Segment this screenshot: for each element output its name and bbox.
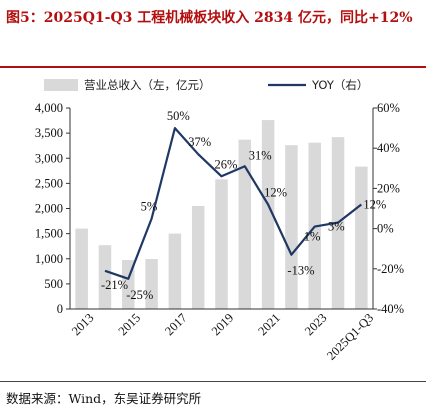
legend-swatch-revenue (44, 79, 78, 91)
revenue-bar-2016 (145, 259, 158, 309)
source-note: 数据来源：Wind，东吴证券研究所 (6, 391, 202, 406)
left-tick-label: 2,000 (35, 202, 63, 216)
right-tick-label: -40% (377, 302, 404, 316)
revenue-bar-2013 (75, 228, 88, 309)
legend-label-yoy: YOY（右） (311, 78, 368, 92)
data-labels: -21%-25% 5% 50% 37% 26% 31% 12% -13% 1% 3% 12% (101, 109, 386, 302)
yoy-data-label-2014: -21% (101, 278, 128, 292)
revenue-bar-2017 (168, 233, 182, 309)
yoy-data-label-2023: 1% (304, 230, 321, 244)
x-tick-label: 2013 (69, 311, 97, 339)
revenue-bar-2022 (285, 145, 298, 309)
yoy-data-label-2025Q1-Q3: 12% (363, 197, 386, 211)
x-tick-label: 2015 (116, 311, 144, 339)
legend: 营业总收入（左，亿元） YOY（右） (44, 78, 368, 92)
revenue-bar-2019 (215, 179, 228, 309)
revenue-bar-2014 (98, 245, 112, 309)
yoy-data-label-2019: 26% (215, 157, 238, 171)
yoy-data-label-2015: -25% (126, 288, 153, 302)
right-tick-label: 40% (377, 141, 400, 155)
yoy-data-label-2021: 12% (264, 185, 287, 199)
x-tick-label: 2019 (209, 311, 237, 339)
right-tick-label: -20% (377, 262, 404, 276)
footer-rule (0, 381, 426, 382)
right-tick-label: 20% (377, 181, 400, 195)
left-tick-label: 4,000 (35, 101, 63, 115)
yoy-data-label-2016: 5% (141, 200, 158, 214)
left-tick-label: 2,500 (35, 176, 63, 190)
left-tick-label: 1,000 (35, 252, 63, 266)
figure-title: 图5：2025Q1-Q3 工程机械板块收入 2834 亿元，同比+12% (6, 10, 413, 26)
x-tick-label: 2021 (255, 311, 283, 339)
yoy-data-label-2018: 37% (188, 135, 211, 149)
yoy-line-series (104, 126, 362, 280)
left-tick-label: 0 (57, 302, 63, 316)
yoy-data-label-2020: 31% (249, 148, 272, 162)
yoy-data-label-2017: 50% (167, 109, 190, 123)
bar-series (75, 120, 368, 309)
left-tick-label: 500 (44, 277, 63, 291)
legend-label-revenue: 营业总收入（左，亿元） (84, 78, 211, 92)
title-rule (0, 66, 426, 68)
revenue-bar-2018 (191, 205, 205, 309)
right-tick-label: 60% (377, 101, 400, 115)
yoy-data-label-2024: 3% (328, 220, 345, 234)
x-tick-label: 2025Q1-Q3 (324, 311, 376, 363)
x-tick-label: 2017 (162, 311, 190, 339)
yoy-line (104, 126, 362, 280)
yoy-data-label-2022: -13% (287, 264, 314, 278)
left-tick-label: 3,500 (35, 126, 63, 140)
left-tick-label: 3,000 (35, 151, 63, 165)
left-tick-label: 1,500 (35, 227, 63, 241)
revenue-bar-2021 (261, 120, 275, 309)
revenue-bar-2025Q1-Q3 (355, 166, 368, 309)
revenue-yoy-chart: 营业总收入（左，亿元） YOY（右） 0 500 1,000 1,500 2,000 2,5… (35, 78, 404, 363)
right-tick-label: 0% (377, 222, 394, 236)
x-tick-label: 2023 (302, 311, 330, 339)
revenue-bar-2020 (238, 139, 252, 309)
